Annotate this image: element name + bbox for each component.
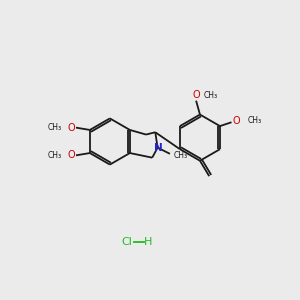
Text: H: H (144, 237, 152, 248)
Text: CH₃: CH₃ (48, 123, 62, 132)
Text: O: O (68, 150, 75, 160)
Text: O: O (232, 116, 240, 126)
Text: CH₃: CH₃ (248, 116, 262, 125)
Text: O: O (68, 123, 75, 133)
Text: Cl: Cl (122, 237, 132, 248)
Text: CH₃: CH₃ (174, 151, 188, 160)
Text: CH₃: CH₃ (48, 151, 62, 160)
Text: CH₃: CH₃ (204, 91, 218, 100)
Text: O: O (192, 90, 200, 100)
Text: N: N (154, 143, 163, 153)
